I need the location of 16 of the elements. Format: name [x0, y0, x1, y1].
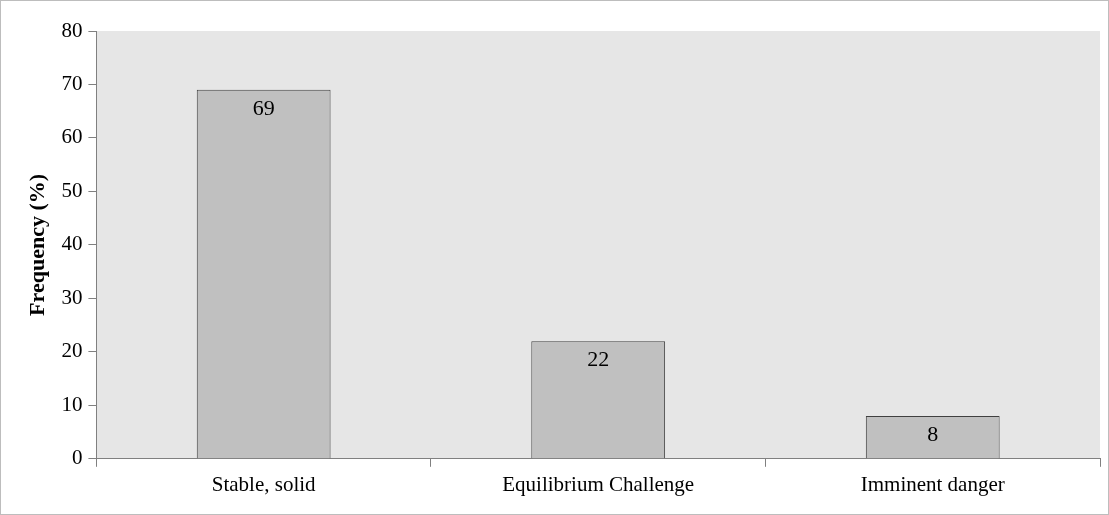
- y-tick-label: 50: [61, 177, 83, 202]
- y-tick-label: 60: [61, 124, 83, 149]
- x-tick-label: Imminent danger: [860, 471, 1005, 496]
- x-tick-label: Stable, solid: [211, 471, 317, 496]
- y-tick-label: 20: [61, 338, 83, 363]
- x-tick-label: Equilibrium Challenge: [502, 471, 695, 496]
- y-tick-label: 30: [61, 284, 83, 309]
- y-tick-label: 10: [61, 391, 83, 416]
- y-tick-label: 40: [61, 231, 83, 256]
- y-tick-label: 80: [61, 17, 83, 42]
- data-label: 8: [927, 420, 939, 446]
- data-label: 69: [252, 94, 275, 120]
- y-tick-label: 70: [61, 70, 83, 95]
- y-tick-label: 0: [71, 445, 83, 470]
- y-axis-title: Frequency (%): [23, 173, 49, 316]
- data-label: 22: [587, 345, 610, 371]
